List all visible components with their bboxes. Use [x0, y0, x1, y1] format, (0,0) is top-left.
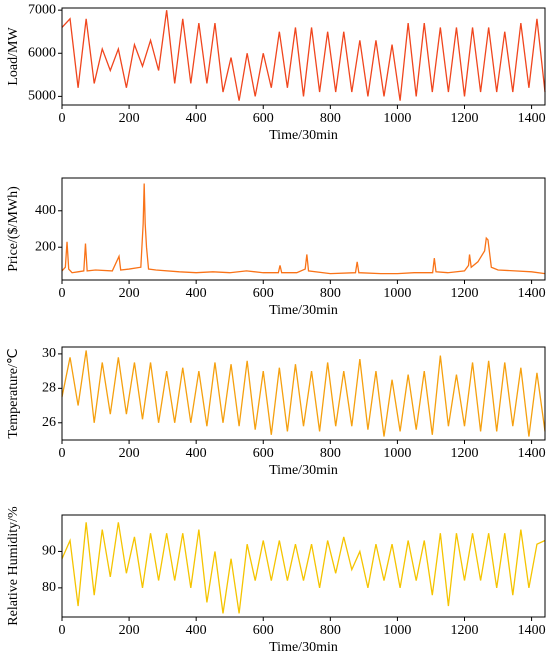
x-tick-label: 200: [119, 623, 140, 638]
data-line: [61, 522, 546, 614]
x-tick-label: 200: [119, 286, 140, 301]
x-tick-label: 1200: [451, 286, 479, 301]
x-tick-label: 400: [186, 286, 207, 301]
axes-frame: [61, 177, 546, 281]
x-tick-label: 200: [119, 111, 140, 126]
data-line: [61, 10, 546, 101]
x-tick-label: 600: [253, 286, 274, 301]
x-tick-label: 200: [119, 446, 140, 461]
y-tick-label: 30: [42, 346, 56, 361]
x-tick-label: 600: [253, 623, 274, 638]
x-tick-label: 1000: [383, 446, 411, 461]
x-tick-label: 0: [59, 446, 66, 461]
x-tick-label: 1000: [383, 111, 411, 126]
x-tick-label: 800: [320, 446, 341, 461]
y-tick-label: 7000: [28, 2, 56, 17]
x-tick-label: 400: [186, 446, 207, 461]
x-tick-label: 1400: [518, 111, 546, 126]
y-tick-label: 5000: [28, 89, 56, 104]
y-tick-label: 6000: [28, 45, 56, 60]
x-tick-label: 800: [320, 111, 341, 126]
x-tick-label: 1000: [383, 286, 411, 301]
x-tick-label: 1400: [518, 286, 546, 301]
data-line: [61, 350, 546, 437]
axes-frame: [61, 7, 546, 106]
y-axis-label: Temperature/℃: [6, 348, 21, 438]
x-tick-label: 0: [59, 623, 66, 638]
y-tick-label: 90: [42, 544, 56, 559]
y-tick-label: 26: [42, 415, 56, 430]
y-axis-label: Price/($/MWh): [6, 186, 21, 272]
x-axis-label: Time/30min: [269, 303, 338, 318]
x-tick-label: 400: [186, 623, 207, 638]
y-tick-label: 80: [42, 580, 56, 595]
y-tick-label: 400: [35, 203, 56, 218]
y-axis-label: Relative Humidity/%: [6, 506, 21, 626]
x-tick-label: 1000: [383, 623, 411, 638]
x-axis-label: Time/30min: [269, 640, 338, 655]
x-tick-label: 400: [186, 111, 207, 126]
x-tick-label: 1400: [518, 446, 546, 461]
x-tick-label: 600: [253, 111, 274, 126]
data-line: [61, 183, 546, 275]
x-tick-label: 600: [253, 446, 274, 461]
axes-frame: [61, 514, 546, 618]
x-tick-label: 0: [59, 286, 66, 301]
x-tick-label: 800: [320, 286, 341, 301]
x-tick-label: 1400: [518, 623, 546, 638]
y-axis-label: Load/MW: [6, 27, 21, 86]
x-tick-label: 800: [320, 623, 341, 638]
x-axis-label: Time/30min: [269, 463, 338, 478]
y-tick-label: 200: [35, 239, 56, 254]
axes-frame: [61, 346, 546, 441]
x-tick-label: 1200: [451, 623, 479, 638]
y-tick-label: 28: [42, 381, 56, 396]
x-tick-label: 1200: [451, 446, 479, 461]
x-axis-label: Time/30min: [269, 128, 338, 143]
x-tick-label: 0: [59, 111, 66, 126]
x-tick-label: 1200: [451, 111, 479, 126]
